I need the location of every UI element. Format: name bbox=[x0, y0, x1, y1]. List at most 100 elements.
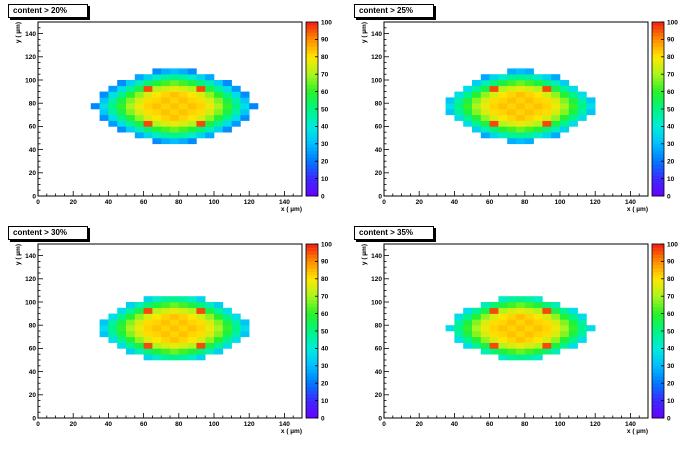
panel-content-20: 0 20 40 60 80 100 120 140 0 20 40 60 80 100 120 140 x ( … bbox=[0, 0, 346, 222]
heatmap-cell bbox=[196, 336, 206, 343]
heatmap-cell bbox=[134, 342, 144, 349]
heatmap-cell bbox=[498, 114, 508, 121]
heatmap-cell bbox=[222, 336, 232, 343]
heatmap-cells bbox=[99, 296, 250, 361]
colorbar-tick-label: 10 bbox=[667, 398, 675, 405]
chart-title: content > 35% bbox=[354, 226, 434, 240]
heatmap-cell bbox=[205, 103, 215, 110]
heatmap-cell bbox=[507, 132, 517, 139]
y-axis-label: y ( µm) bbox=[15, 244, 22, 265]
heatmap-cell bbox=[472, 80, 482, 87]
heatmap-cell bbox=[196, 342, 206, 349]
heatmap-cell bbox=[170, 348, 180, 355]
colorbar-tick-label: 0 bbox=[667, 193, 671, 200]
colorbar-tick-label: 70 bbox=[321, 72, 329, 79]
heatmap-cell bbox=[187, 132, 197, 139]
heatmap-cell bbox=[445, 97, 455, 104]
heatmap-cell bbox=[143, 80, 153, 87]
heatmap-cell bbox=[152, 325, 162, 332]
heatmap-cell bbox=[480, 114, 490, 121]
heatmap-cell bbox=[568, 120, 578, 127]
heatmap-cell bbox=[507, 97, 517, 104]
heatmap-cell bbox=[143, 331, 153, 338]
colorbar-tick-label: 100 bbox=[667, 241, 678, 248]
heatmap-cell bbox=[463, 313, 473, 320]
heatmap-cell bbox=[507, 307, 517, 314]
colorbar-tick-label: 80 bbox=[321, 276, 329, 283]
heatmap-cell bbox=[516, 296, 526, 303]
heatmap-cell bbox=[170, 97, 180, 104]
heatmap-cell bbox=[240, 331, 250, 338]
heatmap-cell bbox=[178, 138, 188, 145]
heatmap-cell bbox=[524, 74, 534, 81]
heatmap-cell bbox=[117, 342, 127, 349]
heatmap-cell bbox=[533, 97, 543, 104]
x-axis-label: x ( µm) bbox=[281, 428, 302, 435]
heatmap-cell bbox=[108, 120, 118, 127]
heatmap-cell bbox=[507, 319, 517, 326]
y-tick-label: 120 bbox=[25, 276, 36, 283]
heatmap-cell bbox=[568, 319, 578, 326]
heatmap-cell bbox=[152, 313, 162, 320]
heatmap-cell bbox=[134, 80, 144, 87]
heatmap-cell bbox=[507, 342, 517, 349]
heatmap-cell bbox=[117, 313, 127, 320]
heatmap-cell bbox=[568, 97, 578, 104]
heatmap-cell bbox=[161, 68, 171, 75]
heatmap-cell bbox=[143, 342, 153, 349]
heatmap-cell bbox=[516, 74, 526, 81]
heatmap-cell bbox=[170, 91, 180, 98]
heatmap-cell bbox=[161, 132, 171, 139]
y-tick-label: 60 bbox=[375, 124, 383, 131]
heatmap-cell bbox=[134, 132, 144, 139]
heatmap-cell bbox=[143, 354, 153, 361]
heatmap-cell bbox=[577, 91, 587, 98]
heatmap-cell bbox=[178, 319, 188, 326]
heatmap-cell bbox=[507, 68, 517, 75]
heatmap-cell bbox=[524, 114, 534, 121]
heatmap-cell bbox=[161, 126, 171, 133]
panel-content-30: 0 20 40 60 80 100 120 140 0 20 40 60 80 100 120 140 x ( … bbox=[0, 222, 346, 444]
heatmap-cell bbox=[516, 325, 526, 332]
heatmap-cell bbox=[108, 103, 118, 110]
heatmap-cell bbox=[187, 307, 197, 314]
heatmap-cell bbox=[560, 307, 570, 314]
heatmap-cell bbox=[222, 109, 232, 116]
heatmap-cell bbox=[560, 325, 570, 332]
y-tick-label: 140 bbox=[371, 31, 382, 38]
colorbar-tick-label: 10 bbox=[321, 176, 329, 183]
y-tick-label: 100 bbox=[25, 299, 36, 306]
heatmap-cell bbox=[161, 103, 171, 110]
heatmap-cell bbox=[108, 97, 118, 104]
heatmap-cell bbox=[489, 120, 499, 127]
panel-content-25: 0 20 40 60 80 100 120 140 0 20 40 60 80 100 120 140 x ( … bbox=[346, 0, 692, 222]
heatmap-cell bbox=[126, 348, 136, 355]
heatmap-cell bbox=[134, 91, 144, 98]
heatmap-cell bbox=[542, 97, 552, 104]
colorbar-tick-label: 30 bbox=[667, 363, 675, 370]
heatmap-cell bbox=[533, 325, 543, 332]
heatmap-cell bbox=[524, 109, 534, 116]
y-axis-label: y ( µm) bbox=[361, 22, 368, 43]
heatmap-cell bbox=[134, 307, 144, 314]
heatmap-cell bbox=[463, 85, 473, 92]
heatmap-cell bbox=[533, 331, 543, 338]
heatmap-cell bbox=[516, 85, 526, 92]
heatmap-cell bbox=[577, 313, 587, 320]
heatmap-cell bbox=[143, 296, 153, 303]
heatmap-cell bbox=[533, 342, 543, 349]
heatmap-cell bbox=[507, 336, 517, 343]
heatmap-cell bbox=[134, 302, 144, 309]
heatmap-cell bbox=[161, 354, 171, 361]
colorbar-tick-label: 90 bbox=[321, 37, 329, 44]
heatmap-cell bbox=[143, 85, 153, 92]
heatmap-cell bbox=[126, 126, 136, 133]
heatmap-cell bbox=[480, 313, 490, 320]
heatmap-cell bbox=[152, 331, 162, 338]
heatmap-cell bbox=[170, 80, 180, 87]
x-tick-label: 20 bbox=[70, 421, 78, 428]
heatmap-cell bbox=[214, 120, 224, 127]
heatmap-cell bbox=[507, 126, 517, 133]
heatmap-cell bbox=[560, 114, 570, 121]
heatmap-cell bbox=[196, 109, 206, 116]
